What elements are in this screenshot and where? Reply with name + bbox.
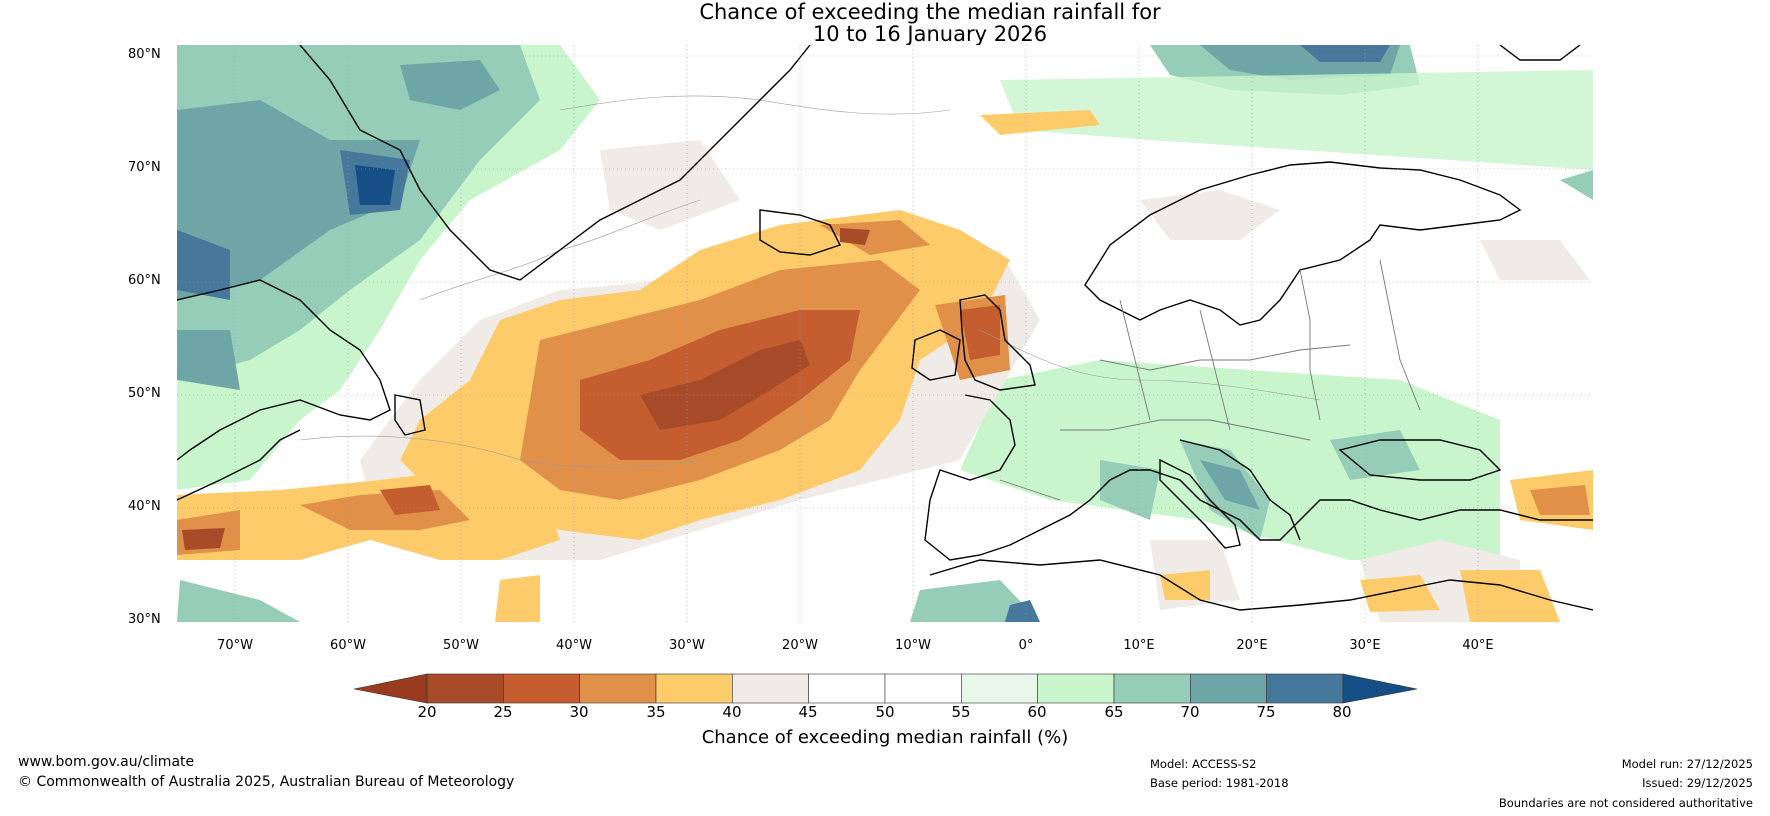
us-coast <box>177 429 301 501</box>
dry-anomaly-atlantic <box>400 110 1100 540</box>
lon-label-70w: 70°W <box>217 638 253 653</box>
newfoundland-coast <box>394 394 426 436</box>
colorbar-tick: 20 <box>417 703 437 721</box>
greenland-coast <box>299 45 811 281</box>
continental-europe-coast <box>924 394 1593 561</box>
lon-label-40w: 40°W <box>556 638 592 653</box>
colorbar-tick: 80 <box>1332 703 1352 721</box>
colorbar-cell <box>1266 673 1344 704</box>
website-link[interactable]: www.bom.gov.au/climate <box>18 754 195 770</box>
lon-label-0: 0° <box>1018 638 1034 653</box>
colorbar-label: Chance of exceeding median rainfall (%) <box>701 727 1069 748</box>
colorbar-tick: 30 <box>569 703 589 721</box>
colorbar-under-arrow <box>353 673 428 704</box>
issued-text: Issued: 29/12/2025 <box>1642 776 1753 790</box>
labrador-coast <box>177 279 391 461</box>
colorbar-cell <box>426 673 504 704</box>
colorbar-cell <box>808 673 886 704</box>
lon-label-20w: 20°W <box>782 638 818 653</box>
britain-coast <box>959 294 1036 391</box>
model-text: Model: ACCESS-S2 <box>1150 757 1257 771</box>
balkan-coast <box>1179 439 1301 541</box>
colorbar-cell <box>503 673 580 704</box>
graticule <box>177 45 1593 622</box>
colorbar-cell <box>655 673 733 704</box>
lon-label-40e: 40°E <box>1462 638 1494 653</box>
base-period-text: Base period: 1981-2018 <box>1150 776 1289 790</box>
north-africa-coast <box>929 559 1593 611</box>
lon-label-30w: 30°W <box>669 638 705 653</box>
colorbar-tick: 50 <box>875 703 895 721</box>
colorbar-cell <box>1113 673 1191 704</box>
colorbar-tick: 65 <box>1104 703 1124 721</box>
lon-label-60w: 60°W <box>330 638 366 653</box>
colorbar-tick: 45 <box>798 703 818 721</box>
lon-label-10w: 10°W <box>895 638 931 653</box>
dry-anomaly-south <box>177 470 1593 622</box>
italy-coast <box>1159 458 1241 549</box>
scandinavia-coast <box>1084 161 1522 326</box>
colorbar-tick: 35 <box>646 703 666 721</box>
chart-title-line2: 10 to 16 January 2026 <box>812 22 1048 46</box>
colorbar-cell <box>1190 673 1267 704</box>
country-borders <box>999 259 1421 501</box>
colorbar-tick: 70 <box>1180 703 1200 721</box>
chart-title-line1: Chance of exceeding the median rainfall … <box>699 0 1161 24</box>
colorbar-cell <box>884 673 962 704</box>
colorbar-tick: 55 <box>951 703 971 721</box>
lat-label-30n: 30°N <box>128 612 161 627</box>
wet-anomaly-west <box>177 45 600 622</box>
colorbar-tick: 25 <box>493 703 513 721</box>
colorbar-cell <box>961 673 1038 704</box>
svalbard-coast <box>1499 45 1581 61</box>
lat-label-50n: 50°N <box>128 386 161 401</box>
lat-label-40n: 40°N <box>128 499 161 514</box>
colorbar-tick: 60 <box>1027 703 1047 721</box>
lon-label-20e: 20°E <box>1236 638 1268 653</box>
boundaries-disclaimer: Boundaries are not considered authoritat… <box>1498 796 1753 810</box>
black-sea-coast <box>1338 439 1502 481</box>
lon-label-10e: 10°E <box>1123 638 1155 653</box>
coastlines <box>177 45 1593 611</box>
model-run-text: Model run: 27/12/2025 <box>1621 757 1753 771</box>
colorbar-tick: 40 <box>722 703 742 721</box>
lon-label-50w: 50°W <box>443 638 479 653</box>
map-area <box>177 45 1593 622</box>
colorbar <box>353 673 1418 704</box>
copyright-text: © Commonwealth of Australia 2025, Austra… <box>18 774 515 790</box>
lat-label-60n: 60°N <box>128 273 161 288</box>
lon-label-30e: 30°E <box>1349 638 1381 653</box>
colorbar-cell <box>732 673 809 704</box>
lat-label-70n: 70°N <box>128 160 161 175</box>
iceland-coast <box>759 209 841 256</box>
colorbar-cell <box>1037 673 1115 704</box>
ireland-coast <box>911 329 961 381</box>
lat-label-80n: 80°N <box>128 47 161 62</box>
colorbar-tick: 75 <box>1256 703 1276 721</box>
colorbar-cell <box>579 673 657 704</box>
colorbar-over-arrow <box>1342 673 1418 704</box>
